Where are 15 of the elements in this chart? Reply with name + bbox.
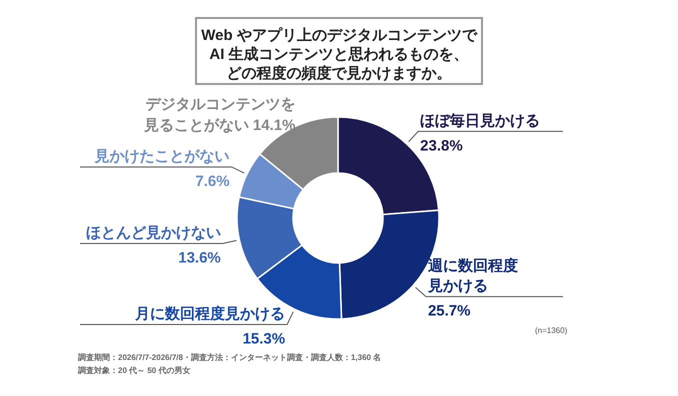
slice-label: ほとんど見かけない <box>86 224 221 242</box>
slice-label: ほぼ毎日見かける <box>420 112 540 130</box>
text: 調査対象：20 代～ 50 代の男女 <box>78 365 190 375</box>
text: (n=1360) <box>535 326 568 335</box>
chart-title: Web やアプリ上のデジタルコンテンツでAI 生成コンテンツと思われるものを、どの程度の頻度で見かけますか。 <box>201 27 478 82</box>
data-label: 23.8% <box>420 137 463 154</box>
data-label: 13.6% <box>178 250 221 267</box>
text: 調査期間：2026/7/7-2026/7/8・調査方法：インターネット調査・調査人数：1,360 名 <box>78 352 382 362</box>
slice-label: 月に数回程度見かける <box>134 304 286 322</box>
data-label: 15.3% <box>242 330 286 348</box>
data-label: 7.6% <box>195 172 230 190</box>
slice-label: 週に数回程度見かける <box>426 256 518 295</box>
slice-label: 見かけたことがない <box>94 148 230 165</box>
data-label: 25.7% <box>428 302 470 320</box>
title: Web やアプリ上のデジタルコンテンツでAI 生成コンテンツと思われるものを、どの程度の頻度で見かけますか。 <box>195 17 483 85</box>
